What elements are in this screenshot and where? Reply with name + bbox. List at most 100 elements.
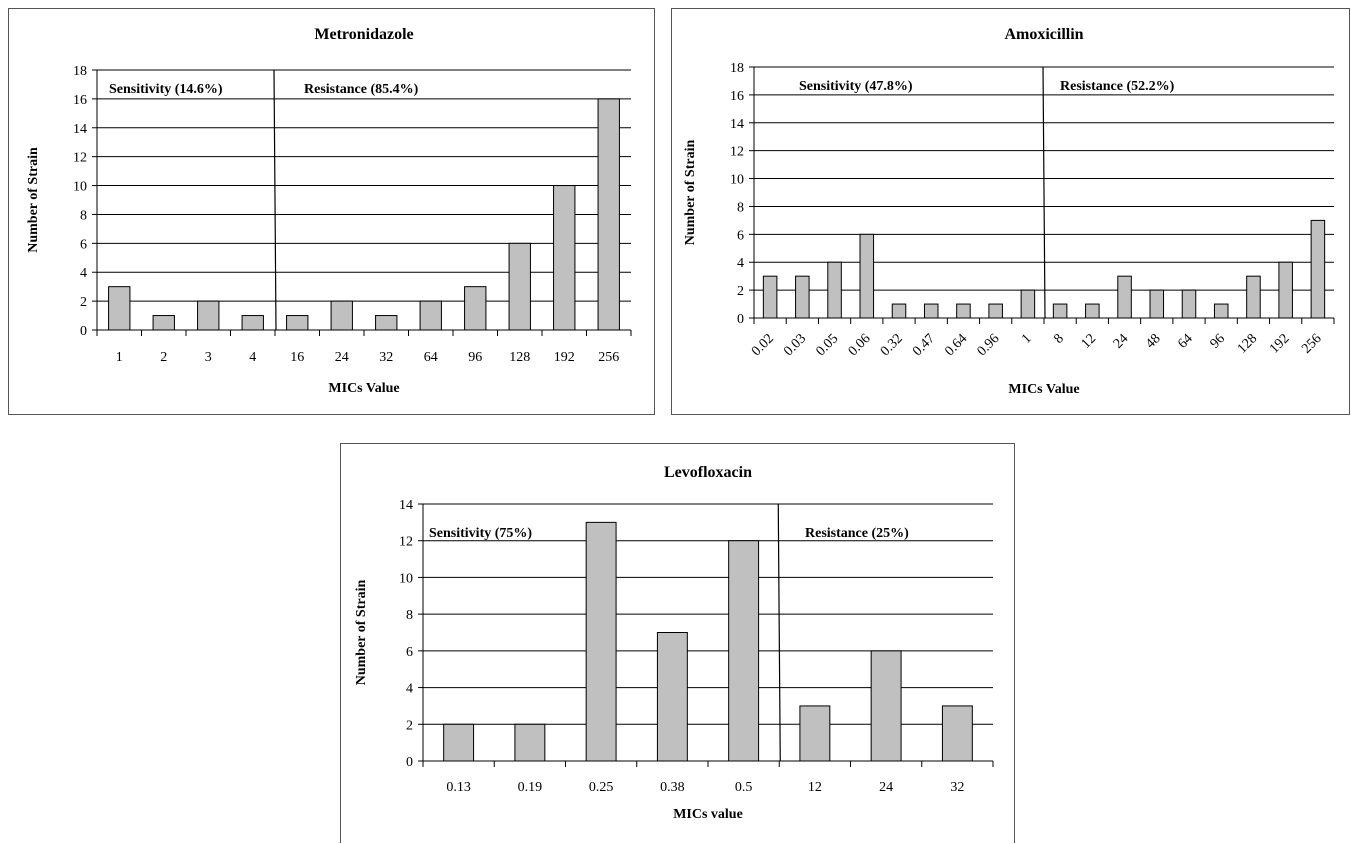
bar-32 — [375, 315, 398, 331]
x-tick-label: 128 — [1235, 331, 1260, 356]
x-tick-label: 64 — [1175, 331, 1196, 352]
y-tick-label: 10 — [399, 571, 413, 586]
y-tick-label: 2 — [80, 295, 87, 310]
breakpoint-line — [777, 503, 781, 762]
y-tick-label: 2 — [406, 718, 413, 733]
resistance-label: Resistance (85.4%) — [304, 82, 419, 97]
y-tick-label: 0 — [737, 312, 744, 327]
y-tick-label: 10 — [73, 180, 87, 195]
x-tick-label: 24 — [1111, 331, 1132, 352]
x-tick-label: 0.06 — [846, 331, 874, 359]
bar-0_05 — [827, 261, 842, 319]
x-axis-title: MICs Value — [1008, 382, 1079, 397]
bar-1 — [108, 286, 131, 331]
y-axis-title: Number of Strain — [26, 147, 41, 253]
x-tick-label: 0.47 — [910, 331, 938, 359]
chart-title: Metronidazole — [314, 26, 413, 43]
x-tick-label: 0.64 — [942, 331, 970, 359]
x-tick-label: 0.5 — [735, 780, 753, 795]
x-tick-label: 256 — [1299, 331, 1324, 356]
bar-0_19 — [514, 723, 546, 762]
bar-64 — [1181, 289, 1197, 319]
y-tick-label: 4 — [737, 256, 744, 271]
bar-0_64 — [956, 303, 971, 319]
x-tick-label: 1 — [116, 350, 123, 365]
bar-24 — [330, 300, 353, 331]
bar-0_96 — [988, 303, 1003, 319]
bar-192 — [1278, 261, 1293, 319]
bar-0_13 — [443, 723, 475, 762]
x-tick-label: 48 — [1143, 331, 1164, 352]
x-tick-label: 3 — [205, 350, 212, 365]
bar-16 — [286, 315, 309, 331]
bar-0_32 — [891, 303, 907, 319]
bar-4 — [241, 315, 264, 331]
x-tick-label: 32 — [950, 780, 964, 795]
y-tick-label: 8 — [406, 608, 413, 623]
bar-24 — [1117, 275, 1132, 319]
x-tick-label: 0.13 — [446, 780, 471, 795]
bar-96 — [464, 286, 487, 331]
x-tick-label: 2 — [160, 350, 167, 365]
bar-48 — [1149, 289, 1165, 319]
sensitivity-label: Sensitivity (47.8%) — [799, 79, 913, 94]
x-tick-label: 16 — [290, 350, 304, 365]
y-tick-label: 6 — [737, 228, 744, 243]
bar-256 — [1310, 219, 1326, 319]
bar-0_5 — [728, 540, 760, 762]
y-tick-label: 6 — [406, 645, 413, 660]
x-tick-label: 128 — [509, 350, 530, 365]
y-tick-label: 14 — [73, 122, 87, 137]
y-tick-label: 18 — [730, 61, 744, 76]
bar-0_02 — [762, 275, 778, 319]
sensitivity-label: Sensitivity (75%) — [429, 526, 532, 541]
x-tick-label: 0.02 — [749, 331, 777, 359]
x-tick-label: 192 — [554, 350, 575, 365]
chart-title: Levofloxacin — [664, 464, 752, 481]
bar-8 — [1052, 303, 1068, 319]
bar-1 — [1020, 289, 1036, 319]
bar-12 — [1085, 303, 1100, 319]
x-tick-label: 0.25 — [589, 780, 614, 795]
y-tick-label: 8 — [737, 200, 744, 215]
y-tick-label: 10 — [730, 173, 744, 188]
y-tick-label: 2 — [737, 284, 744, 299]
bar-24 — [870, 650, 902, 762]
breakpoint-line — [273, 69, 277, 331]
bar-64 — [419, 300, 442, 331]
bar-96 — [1213, 303, 1229, 319]
sensitivity-label: Sensitivity (14.6%) — [109, 82, 223, 97]
y-tick-label: 8 — [80, 208, 87, 223]
bar-0_06 — [859, 233, 875, 319]
chart-title: Amoxicillin — [1004, 26, 1083, 43]
x-tick-label: 64 — [424, 350, 438, 365]
levofloxacin-chart-panel: Levofloxacin 0 2 4 6 8 10 12 14 0.13 0.19 0.25 0.38 0… — [340, 443, 1015, 843]
x-tick-label: 256 — [598, 350, 619, 365]
x-tick-label: 24 — [335, 350, 349, 365]
x-axis-title: MICs value — [673, 807, 743, 822]
amoxicillin-chart-panel: Amoxicillin 0 2 4 6 8 10 12 14 16 18 0.02 0.03 0.05 0.… — [671, 8, 1350, 415]
x-tick-label: 0.38 — [660, 780, 685, 795]
breakpoint-line — [1042, 66, 1046, 319]
bar-128 — [1246, 275, 1261, 319]
y-tick-label: 4 — [80, 266, 87, 281]
bar-12 — [799, 705, 831, 762]
bar-0_25 — [585, 521, 617, 762]
x-tick-label: 12 — [808, 780, 822, 795]
y-tick-label: 18 — [73, 64, 87, 79]
x-tick-label: 96 — [1208, 331, 1229, 352]
x-tick-label: 32 — [379, 350, 393, 365]
y-tick-label: 6 — [80, 237, 87, 252]
x-tick-label: 24 — [879, 780, 893, 795]
x-axis-title: MICs Value — [328, 381, 399, 396]
y-axis-title: Number of Strain — [354, 580, 369, 686]
bar-0_47 — [923, 303, 939, 319]
y-tick-label: 14 — [730, 117, 744, 132]
y-axis-title: Number of Strain — [683, 140, 698, 246]
x-tick-label: 1 — [1019, 331, 1035, 347]
y-tick-label: 0 — [80, 324, 87, 339]
y-tick-label: 16 — [730, 89, 744, 104]
